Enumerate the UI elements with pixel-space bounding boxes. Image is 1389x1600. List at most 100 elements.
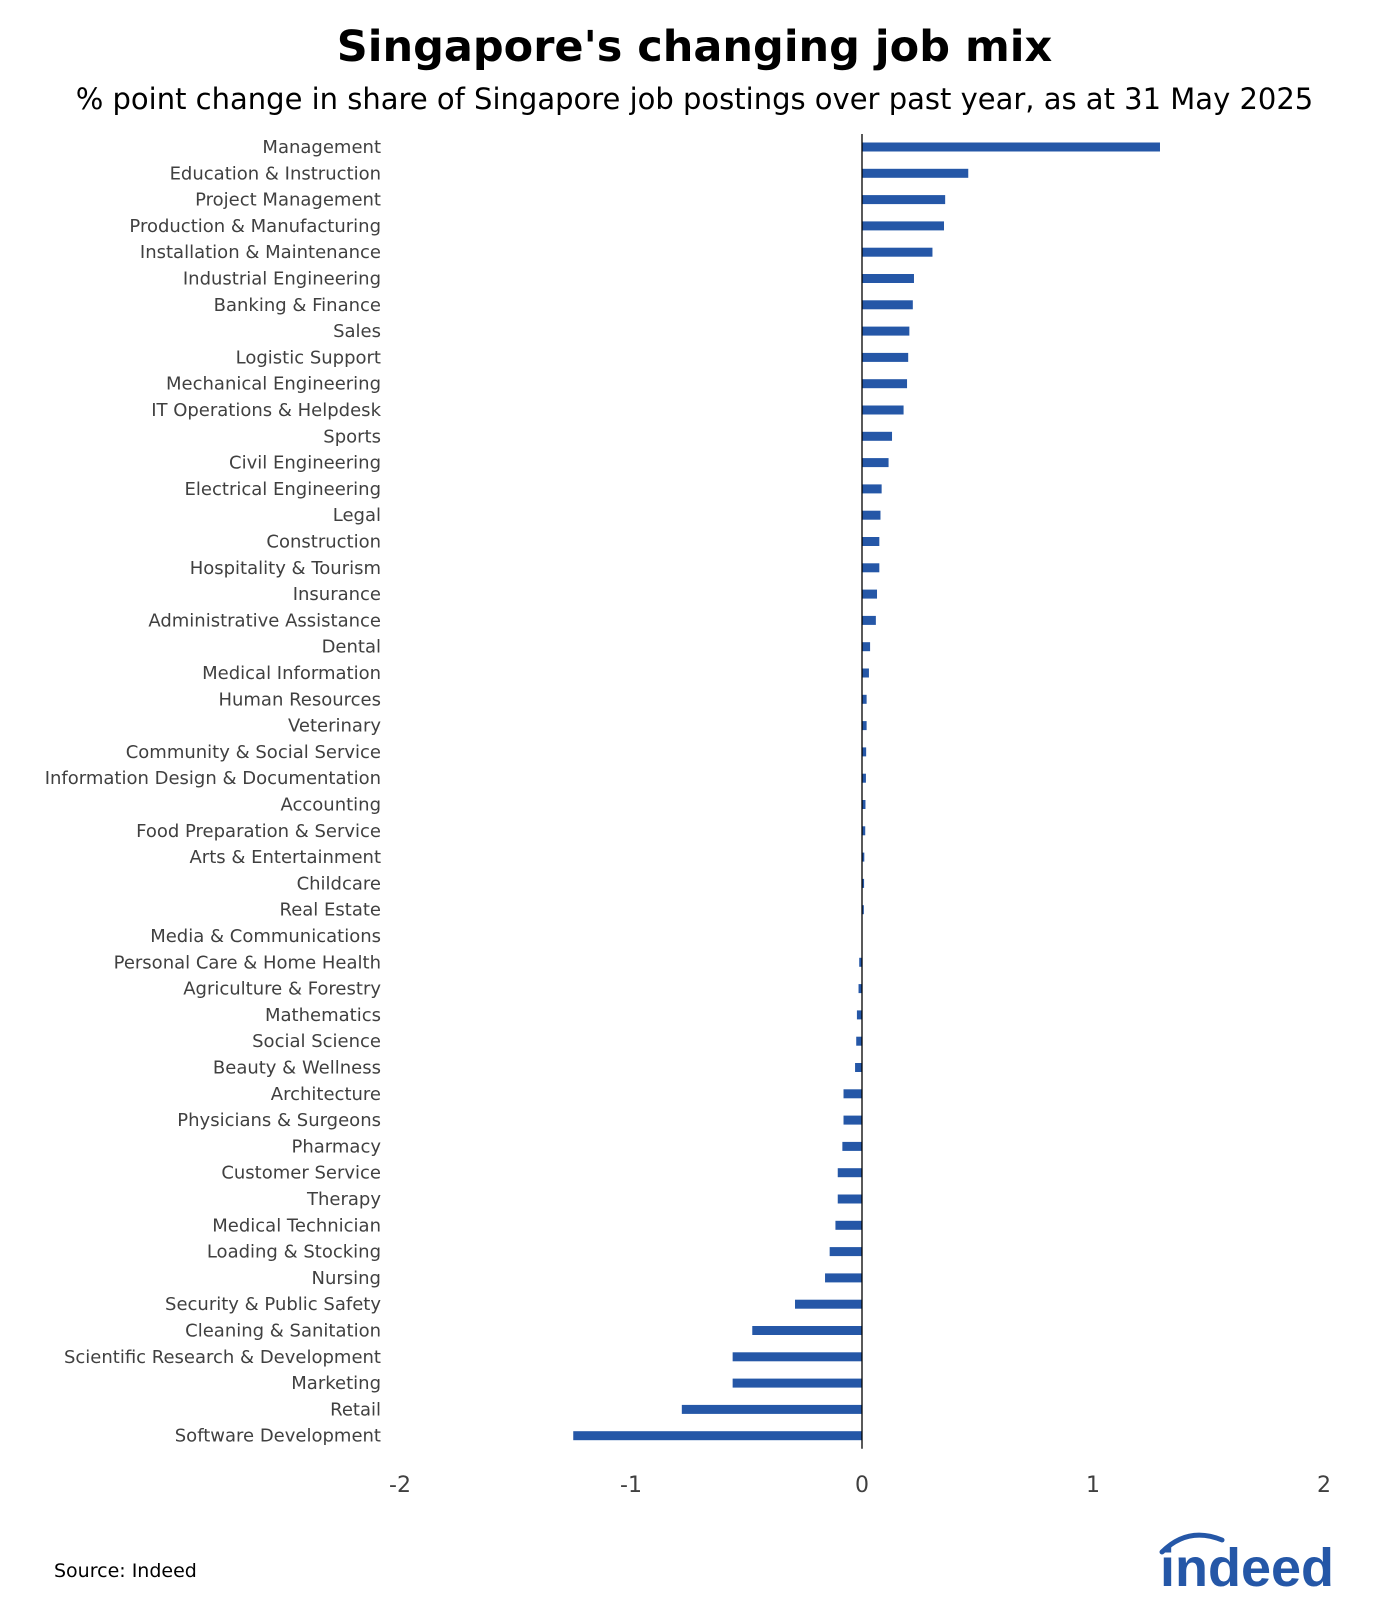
chart-title: Singapore's changing job mix xyxy=(336,22,1053,72)
category-label: Real Estate xyxy=(280,900,382,921)
category-label: Medical Technician xyxy=(212,1215,381,1236)
category-label: Food Preparation & Service xyxy=(136,821,381,842)
category-label: Industrial Engineering xyxy=(183,269,381,290)
bar xyxy=(862,747,867,757)
bar xyxy=(862,773,866,783)
bar xyxy=(862,458,889,468)
category-label: Social Science xyxy=(252,1031,381,1052)
bar xyxy=(862,352,909,362)
category-labels: Management Education & Instruction Project… xyxy=(45,137,382,1447)
bar xyxy=(795,1299,862,1309)
category-label: Hospitality & Tourism xyxy=(190,558,381,579)
category-label: Accounting xyxy=(280,795,381,816)
category-label: Insurance xyxy=(293,584,381,605)
bar xyxy=(856,1010,862,1020)
category-label: Information Design & Documentation xyxy=(45,768,381,789)
category-label: Beauty & Wellness xyxy=(213,1058,381,1079)
bar xyxy=(862,510,881,520)
indeed-logo: indeed xyxy=(1159,1532,1334,1592)
category-label: Logistic Support xyxy=(236,347,381,368)
bar xyxy=(855,1063,862,1072)
category-label: Retail xyxy=(330,1399,381,1420)
bar xyxy=(843,1115,862,1125)
bar xyxy=(862,537,880,546)
bar xyxy=(862,642,871,652)
category-label: Pharmacy xyxy=(292,1136,382,1157)
bar xyxy=(862,274,914,283)
category-label: Scientific Research & Development xyxy=(64,1347,381,1368)
category-label: Community & Social Service xyxy=(126,742,381,763)
category-label: Software Development xyxy=(175,1426,381,1447)
chart-subtitle: % point change in share of Singapore job… xyxy=(75,82,1314,116)
category-label: Media & Communications xyxy=(150,926,381,947)
bar xyxy=(862,878,865,888)
x-axis-ticks: -2 -1 0 1 2 xyxy=(389,1473,1331,1498)
x-tick-label: 0 xyxy=(855,1473,869,1498)
bar xyxy=(732,1378,862,1388)
category-label: Architecture xyxy=(271,1084,381,1105)
bar xyxy=(862,431,893,441)
category-label: Sales xyxy=(333,321,381,342)
bar xyxy=(858,984,862,994)
category-label: Project Management xyxy=(195,190,381,211)
category-label: Electrical Engineering xyxy=(185,479,381,500)
x-tick-label: 2 xyxy=(1317,1473,1331,1498)
bar xyxy=(856,1036,862,1046)
bar xyxy=(859,957,862,967)
bar xyxy=(825,1273,862,1283)
bars-layer xyxy=(573,142,1160,1441)
bar xyxy=(752,1326,862,1335)
x-tick-label: 1 xyxy=(1086,1473,1100,1498)
category-label: Nursing xyxy=(312,1268,382,1289)
bar xyxy=(862,852,865,862)
bar xyxy=(862,168,969,178)
bar xyxy=(862,405,904,415)
bar xyxy=(862,800,866,809)
bar xyxy=(862,615,876,625)
bar xyxy=(573,1431,862,1441)
bar xyxy=(862,195,946,205)
bar xyxy=(862,694,867,704)
category-label: Dental xyxy=(322,637,381,658)
bar xyxy=(681,1404,862,1414)
category-label: Installation & Maintenance xyxy=(140,242,381,263)
bar xyxy=(829,1247,862,1257)
category-label: Customer Service xyxy=(221,1163,381,1184)
bar xyxy=(862,221,945,231)
bar xyxy=(862,826,866,836)
bar xyxy=(862,589,878,599)
category-label: Legal xyxy=(333,505,381,526)
bar xyxy=(837,1168,862,1178)
category-label: Cleaning & Sanitation xyxy=(185,1321,381,1342)
category-label: Management xyxy=(262,137,381,158)
logo-wordmark: indeed xyxy=(1160,1538,1334,1592)
bar xyxy=(862,484,882,494)
bar xyxy=(862,379,908,389)
x-tick-label: -2 xyxy=(389,1473,411,1498)
bar xyxy=(732,1352,862,1362)
bar xyxy=(837,1194,862,1204)
bar xyxy=(862,142,1160,152)
bar xyxy=(862,905,864,915)
category-label: Medical Information xyxy=(202,663,381,684)
category-label: Banking & Finance xyxy=(214,295,381,316)
bar xyxy=(843,1089,862,1099)
bar xyxy=(862,668,869,678)
category-label: Education & Instruction xyxy=(170,163,381,184)
category-label: Mechanical Engineering xyxy=(166,374,381,395)
bar xyxy=(835,1220,862,1230)
category-label: Human Resources xyxy=(218,689,381,710)
category-label: Construction xyxy=(266,532,381,553)
category-label: IT Operations & Helpdesk xyxy=(151,400,381,421)
category-label: Physicians & Surgeons xyxy=(177,1110,381,1131)
category-label: Production & Manufacturing xyxy=(129,216,381,237)
bar xyxy=(862,300,913,310)
category-label: Civil Engineering xyxy=(229,453,381,474)
category-label: Veterinary xyxy=(288,716,381,737)
category-label: Personal Care & Home Health xyxy=(114,952,381,973)
category-label: Therapy xyxy=(306,1189,381,1210)
category-label: Security & Public Safety xyxy=(165,1294,381,1315)
x-tick-label: -1 xyxy=(620,1473,642,1498)
bar xyxy=(862,563,880,573)
category-label: Childcare xyxy=(297,873,381,894)
